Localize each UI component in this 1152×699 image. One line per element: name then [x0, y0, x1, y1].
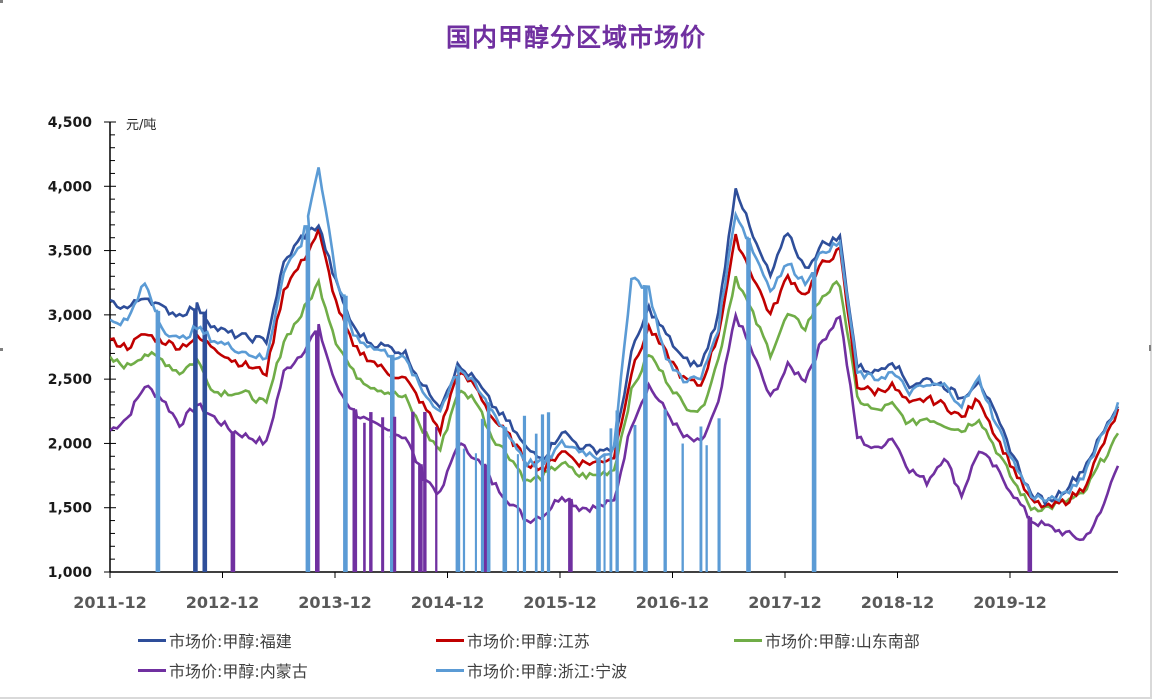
- legend-label: 市场价:甲醇:福建: [169, 632, 292, 651]
- legend-swatch: [734, 638, 762, 642]
- legend-swatch: [138, 668, 166, 672]
- x-tick-label: 2013-12: [298, 593, 371, 612]
- legend-item: 市场价:甲醇:山东南部: [734, 628, 920, 652]
- legend-label: 市场价:甲醇:浙江:宁波: [467, 662, 628, 681]
- y-axis-unit: 元/吨: [126, 118, 157, 133]
- legend-item: 市场价:甲醇:内蒙古: [138, 658, 308, 682]
- y-tick-label: 4,500: [48, 115, 93, 131]
- y-tick-label: 2,000: [48, 436, 93, 452]
- legend-item: 市场价:甲醇:浙江:宁波: [436, 658, 627, 682]
- legend-swatch: [138, 638, 166, 642]
- y-tick-label: 4,000: [48, 179, 93, 195]
- x-tick-label: 2011-12: [73, 593, 146, 612]
- x-tick-label: 2014-12: [411, 593, 484, 612]
- series-line: [110, 275, 1120, 513]
- series-line: [110, 310, 1120, 572]
- y-tick-label: 1,500: [48, 501, 93, 517]
- legend-item: 市场价:甲醇:福建: [138, 628, 292, 652]
- x-tick-label: 2019-12: [973, 593, 1046, 612]
- edge-mark-right: [1149, 345, 1151, 351]
- legend-item: 市场价:甲醇:江苏: [436, 628, 590, 652]
- x-tick-label: 2012-12: [186, 593, 259, 612]
- legend-swatch: [436, 638, 464, 642]
- y-tick-label: 1,000: [48, 565, 93, 581]
- legend-label: 市场价:甲醇:内蒙古: [169, 662, 308, 681]
- x-tick-label: 2017-12: [748, 593, 821, 612]
- corner-mark: [0, 0, 3, 3]
- series-line: [110, 224, 1120, 509]
- y-tick-label: 2,500: [48, 372, 93, 388]
- series-line: [110, 188, 1120, 572]
- legend-swatch: [436, 668, 464, 672]
- x-tick-label: 2018-12: [861, 593, 934, 612]
- legend-label: 市场价:甲醇:江苏: [467, 632, 590, 651]
- x-tick-label: 2016-12: [636, 593, 709, 612]
- legend-label: 市场价:甲醇:山东南部: [765, 632, 920, 651]
- y-tick-label: 3,500: [48, 244, 93, 260]
- series-line: [110, 167, 1120, 572]
- y-tick-label: 3,000: [48, 308, 93, 324]
- x-tick-label: 2015-12: [523, 593, 596, 612]
- chart-title: 国内甲醇分区域市场价: [445, 23, 706, 52]
- edge-mark-left: [0, 348, 3, 351]
